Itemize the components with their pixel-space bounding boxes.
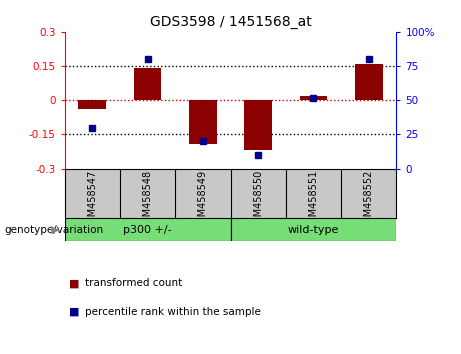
Text: ■: ■ bbox=[69, 278, 80, 288]
Text: transformed count: transformed count bbox=[85, 278, 183, 288]
Bar bbox=[300, 96, 327, 100]
Text: GSM458548: GSM458548 bbox=[142, 170, 153, 229]
Text: p300 +/-: p300 +/- bbox=[123, 224, 172, 235]
Bar bbox=[230, 218, 396, 241]
Text: genotype/variation: genotype/variation bbox=[5, 224, 104, 235]
Text: GSM458549: GSM458549 bbox=[198, 170, 208, 229]
Text: GSM458550: GSM458550 bbox=[253, 170, 263, 229]
Text: GSM458551: GSM458551 bbox=[308, 170, 319, 229]
Text: percentile rank within the sample: percentile rank within the sample bbox=[85, 307, 261, 316]
Text: GSM458547: GSM458547 bbox=[87, 170, 97, 229]
Bar bbox=[244, 100, 272, 150]
Text: wild-type: wild-type bbox=[288, 224, 339, 235]
Text: ■: ■ bbox=[69, 307, 80, 316]
Text: ▶: ▶ bbox=[51, 224, 59, 235]
Bar bbox=[65, 218, 230, 241]
Title: GDS3598 / 1451568_at: GDS3598 / 1451568_at bbox=[150, 16, 311, 29]
Bar bbox=[189, 100, 217, 143]
Bar bbox=[134, 68, 161, 100]
Bar bbox=[78, 100, 106, 109]
Bar bbox=[355, 64, 383, 100]
Text: GSM458552: GSM458552 bbox=[364, 170, 374, 229]
